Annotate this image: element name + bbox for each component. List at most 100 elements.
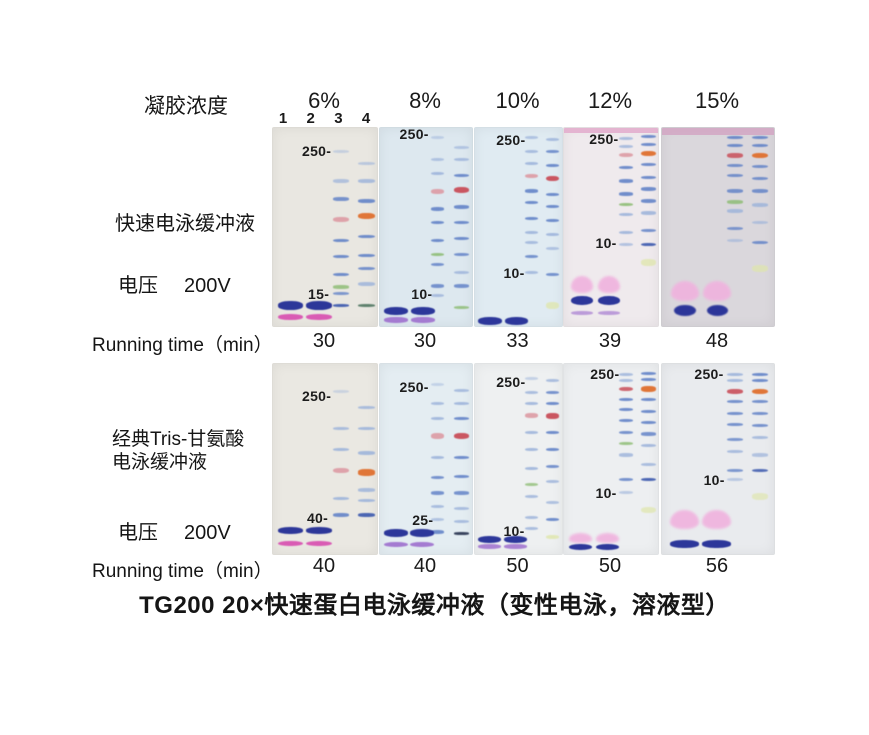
ladder-band: [618, 165, 633, 169]
ladder-band: [751, 468, 769, 472]
ladder-band: [641, 462, 657, 467]
sample-band: [570, 275, 594, 294]
ladder-band: [358, 488, 375, 492]
ladder-band: [751, 143, 769, 148]
ladder-band: [618, 203, 633, 207]
ladder-band: [430, 221, 445, 225]
ladder-band: [358, 282, 375, 286]
ladder-band: [453, 221, 470, 225]
ladder-band: [641, 385, 657, 392]
ladder-band: [333, 389, 349, 393]
sample-band: [597, 296, 621, 306]
ladder-band: [430, 402, 445, 406]
ladder-band: [726, 372, 743, 376]
ladder-band: [726, 468, 743, 472]
marker-label: 15-: [308, 286, 330, 303]
ladder-band: [430, 189, 445, 195]
ladder-band: [430, 383, 445, 387]
ladder-band: [641, 150, 657, 157]
dye-front-strip: [662, 128, 774, 135]
ladder-band: [726, 379, 743, 383]
ladder-band: [546, 302, 560, 310]
gel-image: 250- 40-: [272, 363, 378, 555]
ladder-band: [726, 227, 743, 231]
ladder-band: [333, 497, 349, 501]
sample-band: [306, 313, 333, 320]
buffer-label-classic-line2: 电泳缓冲液: [112, 452, 208, 473]
ladder-band: [546, 447, 560, 451]
ladder-band: [546, 175, 560, 182]
ladder-band: [751, 203, 769, 207]
ladder-band: [641, 187, 657, 191]
ladder-band: [430, 262, 445, 266]
sample-band: [503, 535, 528, 543]
sample-band: [306, 527, 333, 534]
ladder-band: [726, 200, 743, 204]
ladder-band: [430, 433, 445, 439]
ladder-band: [333, 304, 349, 307]
ladder-band: [430, 530, 445, 534]
ladder-band: [618, 478, 633, 482]
ladder-band: [641, 421, 657, 425]
ladder-band: [641, 199, 657, 203]
sample-band: [477, 535, 502, 543]
ladder-band: [546, 464, 560, 468]
sample-band: [504, 316, 529, 325]
ladder-band: [751, 164, 769, 168]
ladder-band: [453, 475, 470, 479]
ladder-band: [641, 371, 657, 375]
marker-label: 250-: [496, 131, 526, 148]
ladder-band: [453, 456, 470, 460]
ladder-band: [546, 413, 560, 419]
ladder-band: [726, 189, 743, 193]
sample-band: [597, 275, 621, 294]
lane-number: 1: [278, 110, 288, 127]
ladder-band: [751, 221, 769, 225]
marker-label: 250-: [590, 366, 620, 383]
ladder-band: [726, 238, 743, 243]
running-time-label-row2: Running time（min）: [92, 561, 273, 582]
running-time-value: 40: [312, 555, 336, 577]
ladder-band: [641, 228, 657, 233]
ladder-band: [524, 516, 538, 520]
ladder-band: [524, 135, 538, 140]
running-time-value: 30: [413, 330, 437, 352]
ladder-band: [430, 135, 445, 140]
marker-label: 10-: [503, 264, 525, 281]
marker-label: 250-: [496, 374, 526, 391]
buffer-label-fast: 快速电泳缓冲液: [115, 213, 255, 235]
gel-image: 250- 25-: [379, 363, 473, 555]
ladder-band: [618, 491, 633, 495]
ladder-band: [430, 504, 445, 508]
ladder-band: [333, 149, 349, 153]
ladder-band: [524, 482, 538, 486]
gel-image: 250- 10-: [379, 127, 473, 327]
concentration-label: 6%: [308, 88, 340, 113]
gel-image: 250- 10-: [563, 363, 659, 555]
sample-band: [383, 529, 408, 537]
ladder-band: [618, 386, 633, 392]
figure-title: TG200 20×快速蛋白电泳缓冲液（变性电泳，溶液型）: [139, 592, 730, 619]
ladder-band: [546, 479, 560, 483]
ladder-band: [618, 430, 633, 434]
sample-band: [503, 544, 528, 549]
ladder-band: [618, 419, 633, 423]
ladder-band: [726, 400, 743, 404]
ladder-band: [546, 205, 560, 209]
lane-number: 2: [306, 110, 315, 127]
ladder-band: [453, 270, 470, 274]
ladder-band: [524, 495, 538, 499]
ladder-band: [358, 253, 375, 258]
marker-label: 250-: [302, 142, 332, 159]
gel-image: 250- 10-: [661, 363, 775, 555]
ladder-band: [524, 527, 538, 531]
ladder-band: [618, 372, 633, 376]
sample-band: [703, 281, 732, 302]
marker-label: 10-: [703, 471, 725, 488]
ladder-band: [641, 432, 657, 436]
ladder-band: [453, 506, 470, 510]
marker-label: 250-: [589, 130, 619, 147]
ladder-band: [358, 469, 375, 476]
sample-band: [570, 296, 594, 306]
ladder-band: [546, 219, 560, 223]
